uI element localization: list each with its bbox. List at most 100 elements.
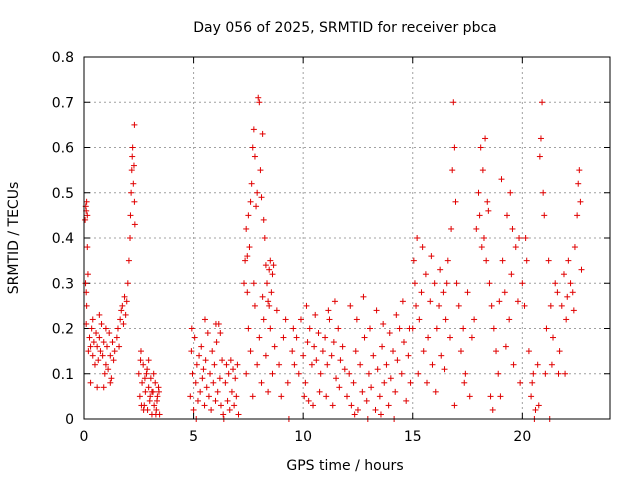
data-point: [403, 397, 410, 404]
data-point: [461, 379, 468, 386]
data-point: [220, 411, 227, 418]
data-point: [499, 257, 506, 264]
data-point: [316, 388, 323, 395]
data-point: [271, 343, 278, 350]
data-point: [217, 330, 224, 337]
data-point: [258, 379, 265, 386]
data-point: [265, 298, 272, 305]
data-point: [565, 257, 572, 264]
data-point: [94, 384, 101, 391]
data-point: [265, 388, 272, 395]
data-point: [155, 388, 162, 395]
data-point: [137, 348, 144, 355]
data-point: [259, 293, 266, 300]
data-point: [152, 411, 159, 418]
data-point: [525, 348, 532, 355]
data-point: [383, 361, 390, 368]
data-point: [411, 280, 418, 287]
data-point: [464, 289, 471, 296]
data-point: [308, 361, 315, 368]
data-point: [102, 325, 109, 332]
data-point: [363, 397, 370, 404]
data-point: [450, 99, 457, 106]
data-point: [354, 406, 361, 413]
data-point: [416, 316, 423, 323]
data-point: [512, 244, 519, 251]
data-point: [213, 339, 220, 346]
data-point: [192, 379, 199, 386]
data-point: [398, 370, 405, 377]
data-point: [231, 402, 238, 409]
data-point: [224, 397, 231, 404]
data-point: [376, 393, 383, 400]
data-point: [322, 334, 329, 341]
data-point: [130, 162, 137, 169]
data-point: [381, 379, 388, 386]
data-point: [447, 334, 454, 341]
data-point: [429, 361, 436, 368]
data-point: [377, 411, 384, 418]
data-point: [270, 262, 277, 269]
data-point: [571, 244, 578, 251]
data-point: [347, 302, 354, 309]
data-point: [360, 293, 367, 300]
y-tick-label: 0.3: [52, 276, 74, 292]
data-point: [385, 402, 392, 409]
y-tick-label: 0.8: [52, 50, 74, 66]
data-point: [223, 361, 230, 368]
data-point: [153, 397, 160, 404]
data-point: [261, 235, 268, 241]
data-point: [289, 348, 296, 355]
data-point: [86, 334, 93, 341]
data-point: [219, 357, 226, 364]
data-point: [251, 302, 258, 309]
data-point: [393, 311, 400, 318]
data-point: [319, 348, 326, 355]
data-point: [203, 384, 210, 391]
data-point: [202, 357, 209, 364]
data-point: [100, 384, 107, 391]
data-point: [109, 339, 116, 346]
data-point: [330, 339, 337, 346]
data-point: [214, 388, 221, 395]
data-point: [245, 325, 252, 332]
data-point: [293, 334, 300, 341]
data-point: [291, 361, 298, 368]
data-point: [478, 244, 485, 251]
data-point: [536, 153, 543, 160]
data-point: [548, 361, 555, 368]
data-point: [448, 225, 455, 232]
data-point: [564, 293, 571, 300]
data-point: [140, 406, 147, 413]
data-point: [317, 370, 324, 377]
data-point: [131, 221, 138, 228]
data-point: [431, 280, 438, 287]
data-point: [480, 235, 487, 241]
data-point: [428, 253, 435, 260]
data-point: [336, 384, 343, 391]
data-point: [193, 361, 200, 368]
data-point: [528, 393, 535, 400]
data-point: [85, 348, 92, 355]
data-point: [104, 343, 111, 350]
data-point: [574, 212, 581, 219]
data-point: [310, 402, 317, 409]
data-point: [554, 289, 561, 296]
data-point: [150, 370, 157, 377]
data-point: [521, 302, 528, 309]
data-point: [498, 176, 505, 183]
data-point: [82, 216, 89, 223]
data-point: [477, 144, 484, 151]
data-point: [468, 334, 475, 341]
y-tick-label: 0.1: [52, 367, 74, 383]
data-point: [250, 126, 257, 133]
data-point: [256, 99, 263, 106]
data-point: [302, 379, 309, 386]
data-point: [89, 316, 96, 323]
data-point: [96, 311, 103, 318]
plot-frame: [83, 56, 611, 420]
data-point: [84, 244, 91, 251]
data-point: [117, 316, 124, 323]
data-point: [510, 361, 517, 368]
data-point: [121, 293, 128, 300]
